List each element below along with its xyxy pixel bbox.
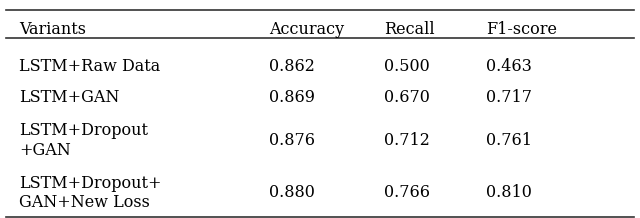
Text: F1-score: F1-score (486, 21, 557, 38)
Text: Variants: Variants (19, 21, 86, 38)
Text: 0.761: 0.761 (486, 132, 532, 149)
Text: LSTM+Dropout+
GAN+New Loss: LSTM+Dropout+ GAN+New Loss (19, 175, 162, 211)
Text: 0.876: 0.876 (269, 132, 315, 149)
Text: 0.869: 0.869 (269, 89, 315, 106)
Text: 0.670: 0.670 (384, 89, 430, 106)
Text: 0.880: 0.880 (269, 184, 315, 201)
Text: Accuracy: Accuracy (269, 21, 344, 38)
Text: 0.712: 0.712 (384, 132, 430, 149)
Text: LSTM+Raw Data: LSTM+Raw Data (19, 58, 161, 75)
Text: LSTM+GAN: LSTM+GAN (19, 89, 120, 106)
Text: 0.463: 0.463 (486, 58, 532, 75)
Text: 0.862: 0.862 (269, 58, 315, 75)
Text: LSTM+Dropout
+GAN: LSTM+Dropout +GAN (19, 122, 148, 159)
Text: 0.810: 0.810 (486, 184, 532, 201)
Text: Recall: Recall (384, 21, 435, 38)
Text: 0.766: 0.766 (384, 184, 430, 201)
Text: 0.717: 0.717 (486, 89, 532, 106)
Text: 0.500: 0.500 (384, 58, 429, 75)
